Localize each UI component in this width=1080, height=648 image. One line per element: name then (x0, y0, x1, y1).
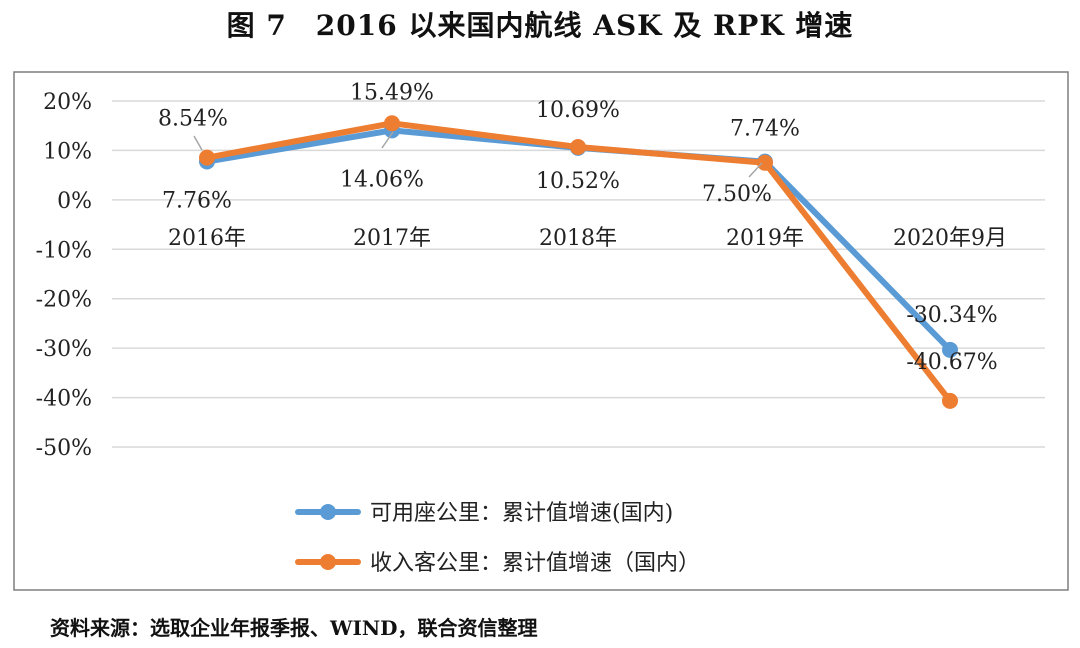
chart-frame (13, 71, 1069, 591)
leader-line (381, 131, 394, 149)
leader-line (193, 135, 203, 151)
legend-entry: 收入客公里：累计值增速（国内） (370, 551, 700, 576)
data-label-series-1: 7.76% (162, 189, 232, 214)
series-point-2 (384, 115, 400, 132)
y-tick-label: 0% (57, 189, 92, 214)
series-line-2 (204, 120, 953, 404)
y-tick-label: 20% (43, 90, 92, 115)
y-tick-label: -30% (36, 337, 92, 362)
legend-swatch-marker (320, 504, 336, 520)
x-tick-label: 2020年9月 (893, 226, 1007, 251)
data-label-series-1: 10.52% (536, 169, 620, 194)
data-label-series-2: 8.54% (158, 107, 228, 132)
chart-title: 图 7 2016 以来国内航线 ASK 及 RPK 增速 (226, 9, 854, 42)
y-tick-label: -50% (36, 436, 92, 461)
series-point-1 (942, 341, 958, 358)
data-label-series-1: 14.06% (340, 167, 424, 192)
data-label-series-2: 15.49% (350, 80, 434, 105)
data-label-series-1: 7.74% (730, 117, 800, 142)
data-label-series-1: -30.34% (906, 303, 997, 328)
leader-line (748, 162, 763, 178)
y-tick-label: -10% (36, 238, 92, 263)
legend-entry: 可用座公里：累计值增速(国内) (370, 501, 673, 526)
series-point-2 (199, 149, 215, 166)
data-label-series-2: 7.50% (702, 182, 772, 207)
x-tick-label: 2019年 (726, 226, 804, 251)
y-tick-label: -20% (36, 288, 92, 313)
x-tick-label: 2018年 (539, 226, 617, 251)
series-point-2 (757, 154, 773, 171)
x-tick-label: 2016年 (168, 226, 246, 251)
y-tick-label: -40% (36, 387, 92, 412)
legend-swatch-marker (320, 554, 336, 570)
y-tick-label: 10% (43, 139, 92, 164)
series-point-2 (570, 139, 586, 156)
line-chart: 20% 10% 0% -10% -20% -30% -40% -50% 2016年 2017年 2… (13, 71, 1069, 591)
series-point-2 (942, 392, 958, 409)
source-note: 资料来源：选取企业年报季报、WIND，联合资信整理 (50, 616, 538, 640)
data-label-series-2: 10.69% (536, 98, 620, 123)
data-label-series-2: -40.67% (906, 350, 997, 375)
x-tick-label: 2017年 (353, 226, 431, 251)
